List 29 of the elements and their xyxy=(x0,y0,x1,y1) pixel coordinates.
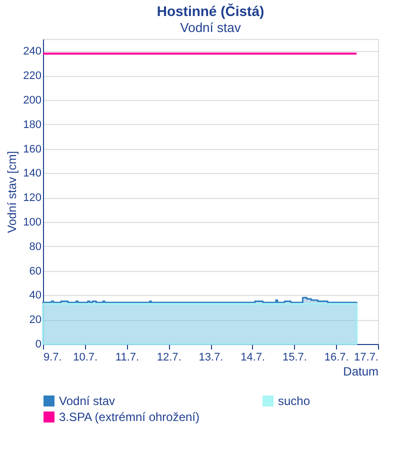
legend-label: sucho xyxy=(278,394,310,408)
x-tick-label: 12.7. xyxy=(156,352,182,364)
x-tick-label: 10.7. xyxy=(73,352,98,364)
x-axis-title: Datum xyxy=(343,364,379,378)
x-tick-label: 16.7. xyxy=(324,352,349,364)
y-axis-title: Vodní stav [cm] xyxy=(5,150,20,234)
x-tick-label: 14.7. xyxy=(240,352,266,364)
y-tick-label: 200 xyxy=(23,94,42,106)
x-tick-label: 11.7. xyxy=(115,352,140,364)
y-tick-label: 60 xyxy=(29,265,42,278)
legend-label: Vodní stav xyxy=(59,394,116,408)
y-tick-label: 20 xyxy=(29,314,42,326)
x-tick-label: 17.7. xyxy=(354,352,378,364)
legend-label: 3.SPA (extrémní ohrožení) xyxy=(59,410,200,424)
x-tick-label: 13.7. xyxy=(198,352,224,364)
y-tick-label: 160 xyxy=(23,143,42,156)
y-tick-label: 0 xyxy=(35,338,42,350)
y-tick-label: 140 xyxy=(23,168,42,180)
chart-subtitle: Vodní stav xyxy=(180,20,242,35)
y-tick-label: 180 xyxy=(23,118,42,131)
y-tick-label: 220 xyxy=(23,70,42,82)
chart-title: Hostinné (Čistá) xyxy=(156,3,264,19)
x-tick-label: 9.7. xyxy=(44,352,62,364)
y-tick-label: 120 xyxy=(23,192,42,204)
x-tick-label: 15.7. xyxy=(282,352,307,364)
y-tick-label: 80 xyxy=(29,240,42,253)
y-tick-label: 40 xyxy=(29,290,42,302)
y-tick-label: 240 xyxy=(23,46,42,58)
y-tick-label: 100 xyxy=(23,216,42,228)
